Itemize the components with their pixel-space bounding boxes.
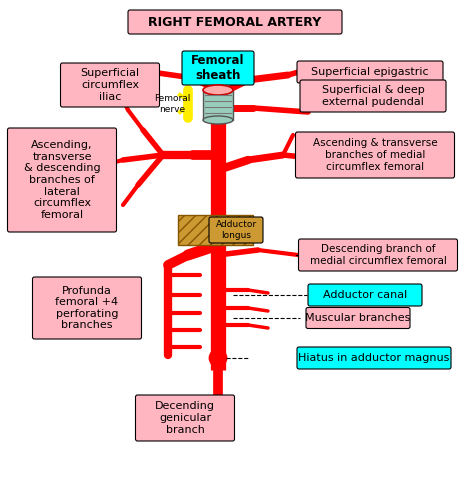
FancyBboxPatch shape xyxy=(182,51,254,85)
Text: Superficial epigastric: Superficial epigastric xyxy=(311,67,429,77)
FancyBboxPatch shape xyxy=(306,308,410,328)
Ellipse shape xyxy=(203,116,233,124)
Text: Superficial
circumflex
iliac: Superficial circumflex iliac xyxy=(81,68,139,102)
Text: Profunda
femoral +4
perforating
branches: Profunda femoral +4 perforating branches xyxy=(56,286,119,331)
FancyBboxPatch shape xyxy=(297,347,451,369)
FancyBboxPatch shape xyxy=(136,395,235,441)
Text: RIGHT FEMORAL ARTERY: RIGHT FEMORAL ARTERY xyxy=(148,16,322,28)
Text: Adductor
longus: Adductor longus xyxy=(215,220,257,240)
Text: Femoral
nerve: Femoral nerve xyxy=(154,94,190,114)
FancyBboxPatch shape xyxy=(60,63,160,107)
Text: Hiatus in adductor magnus: Hiatus in adductor magnus xyxy=(298,353,450,363)
FancyBboxPatch shape xyxy=(297,61,443,83)
Text: Ascending & transverse
branches of medial
circumflex femoral: Ascending & transverse branches of media… xyxy=(313,138,437,172)
Ellipse shape xyxy=(203,85,233,95)
FancyBboxPatch shape xyxy=(203,90,233,120)
FancyBboxPatch shape xyxy=(300,80,446,112)
Text: Decending
genicular
branch: Decending genicular branch xyxy=(155,402,215,434)
Text: Adductor canal: Adductor canal xyxy=(323,290,407,300)
FancyBboxPatch shape xyxy=(128,10,342,34)
FancyBboxPatch shape xyxy=(295,132,455,178)
Text: Femoral
sheath: Femoral sheath xyxy=(191,54,245,82)
Text: Muscular branches: Muscular branches xyxy=(305,313,411,323)
Text: Superficial & deep
external pudendal: Superficial & deep external pudendal xyxy=(322,85,424,107)
Polygon shape xyxy=(178,215,253,245)
Text: Descending branch of
medial circumflex femoral: Descending branch of medial circumflex f… xyxy=(309,244,447,266)
FancyBboxPatch shape xyxy=(308,284,422,306)
FancyBboxPatch shape xyxy=(209,217,263,243)
FancyBboxPatch shape xyxy=(299,239,457,271)
Text: Ascending,
transverse
& descending
branches of
lateral
circumflex
femoral: Ascending, transverse & descending branc… xyxy=(24,140,100,220)
FancyBboxPatch shape xyxy=(8,128,116,232)
FancyBboxPatch shape xyxy=(32,277,141,339)
